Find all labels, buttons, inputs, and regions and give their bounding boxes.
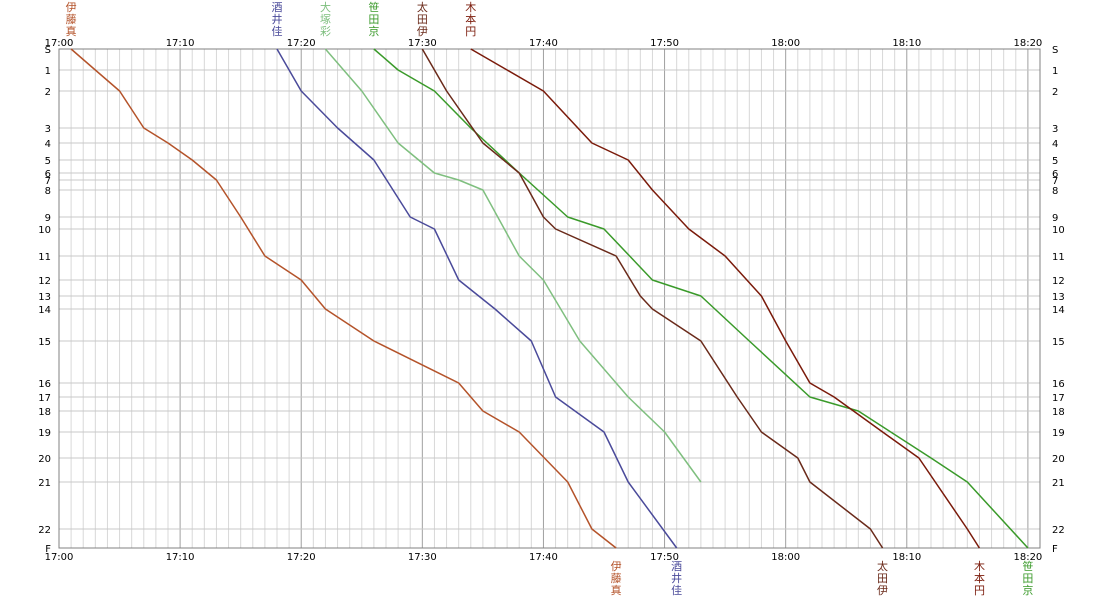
- y-tick-label-left: S: [45, 45, 51, 56]
- y-tick-label-left: 22: [38, 525, 51, 536]
- x-tick-label-top: 17:00: [45, 38, 74, 49]
- y-tick-label-left: 18: [38, 407, 51, 418]
- y-tick-label-right: 11: [1052, 252, 1065, 263]
- y-tick-label-right: 16: [1052, 379, 1065, 390]
- y-tick-label-right: 15: [1052, 337, 1065, 348]
- y-tick-label-left: 2: [45, 87, 51, 98]
- x-tick-label-bottom: 17:40: [529, 552, 558, 563]
- y-tick-label-right: S: [1052, 45, 1058, 56]
- y-tick-label-right: 13: [1052, 292, 1065, 303]
- y-tick-label-right: 22: [1052, 525, 1065, 536]
- runner-label-bottom: 酒井佳: [671, 560, 682, 597]
- y-tick-label-right: 9: [1052, 213, 1058, 224]
- x-tick-label-bottom: 17:20: [287, 552, 316, 563]
- runner-label-bottom: 笹田京: [1022, 560, 1033, 597]
- y-tick-label-left: 7: [45, 176, 51, 187]
- y-tick-label-left: 21: [38, 478, 51, 489]
- y-tick-label-left: 9: [45, 213, 51, 224]
- series-line-3: [373, 48, 1029, 549]
- axis-layer: 17:00 17:00 17:10 17:10 17:20 17:20 17:30 17:30…: [38, 38, 1064, 563]
- y-tick-label-left: 11: [38, 252, 51, 263]
- runner-label-bottom: 伊藤真: [611, 560, 622, 597]
- x-tick-label-top: 17:20: [287, 38, 316, 49]
- x-tick-label-top: 18:10: [892, 38, 921, 49]
- x-tick-label-bottom: 17:10: [166, 552, 195, 563]
- y-tick-label-right: 8: [1052, 186, 1058, 197]
- y-tick-label-left: 17: [38, 393, 51, 404]
- x-tick-label-bottom: 18:20: [1013, 552, 1042, 563]
- y-tick-label-right: 10: [1052, 225, 1065, 236]
- x-tick-label-top: 18:20: [1013, 38, 1042, 49]
- runner-label-top: 太田伊: [417, 1, 428, 38]
- y-tick-label-right: 6: [1052, 169, 1058, 180]
- series-line-2: [324, 48, 702, 483]
- x-tick-label-bottom: 17:00: [45, 552, 74, 563]
- y-tick-label-left: 4: [45, 139, 51, 150]
- y-tick-label-right: 12: [1052, 276, 1065, 287]
- runner-label-bottom: 太田伊: [877, 560, 888, 597]
- runner-label-bottom: 木本円: [974, 560, 985, 597]
- runner-label-top: 笹田京: [368, 1, 379, 38]
- y-tick-label-left: 15: [38, 337, 51, 348]
- x-tick-label-top: 17:40: [529, 38, 558, 49]
- x-tick-label-bottom: 18:00: [771, 552, 800, 563]
- series-line-5: [470, 48, 981, 549]
- y-tick-label-right: 5: [1052, 156, 1058, 167]
- y-tick-label-right: 7: [1052, 176, 1058, 187]
- y-tick-label-left: 5: [45, 156, 51, 167]
- x-tick-label-bottom: 18:10: [892, 552, 921, 563]
- y-tick-label-right: 17: [1052, 393, 1065, 404]
- y-tick-label-left: 12: [38, 276, 51, 287]
- y-tick-label-left: 13: [38, 292, 51, 303]
- y-tick-label-left: 19: [38, 428, 51, 439]
- y-tick-label-right: 19: [1052, 428, 1065, 439]
- x-tick-label-top: 18:00: [771, 38, 800, 49]
- y-tick-label-right: 21: [1052, 478, 1065, 489]
- runner-label-top: 大塚彩: [320, 0, 331, 38]
- y-tick-label-right: 1: [1052, 66, 1058, 77]
- plot-frame: [58, 48, 1041, 549]
- runner-label-top: 伊藤真: [66, 1, 77, 38]
- runner-label-top: 酒井佳: [272, 1, 283, 38]
- y-tick-label-left: 10: [38, 225, 51, 236]
- y-tick-label-right: 20: [1052, 454, 1065, 465]
- series-layer: [70, 48, 1029, 549]
- y-tick-label-left: 6: [45, 169, 51, 180]
- y-tick-label-right: 14: [1052, 305, 1065, 316]
- y-tick-label-left: F: [45, 544, 51, 555]
- series-line-0: [70, 48, 617, 549]
- y-tick-label-right: 4: [1052, 139, 1058, 150]
- y-tick-label-right: F: [1052, 544, 1058, 555]
- x-tick-label-top: 17:50: [650, 38, 679, 49]
- y-tick-label-left: 20: [38, 454, 51, 465]
- x-tick-label-top: 17:30: [408, 38, 437, 49]
- y-tick-label-right: 18: [1052, 407, 1065, 418]
- y-tick-label-right: 2: [1052, 87, 1058, 98]
- y-tick-label-right: 3: [1052, 124, 1058, 135]
- x-tick-label-top: 17:10: [166, 38, 195, 49]
- runner-label-top: 木本円: [465, 1, 476, 38]
- series-line-1: [276, 48, 678, 549]
- y-tick-label-left: 14: [38, 305, 51, 316]
- grid-layer: [58, 48, 1041, 549]
- x-tick-label-bottom: 17:30: [408, 552, 437, 563]
- x-tick-label-bottom: 17:50: [650, 552, 679, 563]
- series-line-4: [421, 48, 884, 549]
- y-tick-label-left: 8: [45, 186, 51, 197]
- y-tick-label-left: 3: [45, 124, 51, 135]
- y-tick-label-left: 1: [45, 66, 51, 77]
- y-tick-label-left: 16: [38, 379, 51, 390]
